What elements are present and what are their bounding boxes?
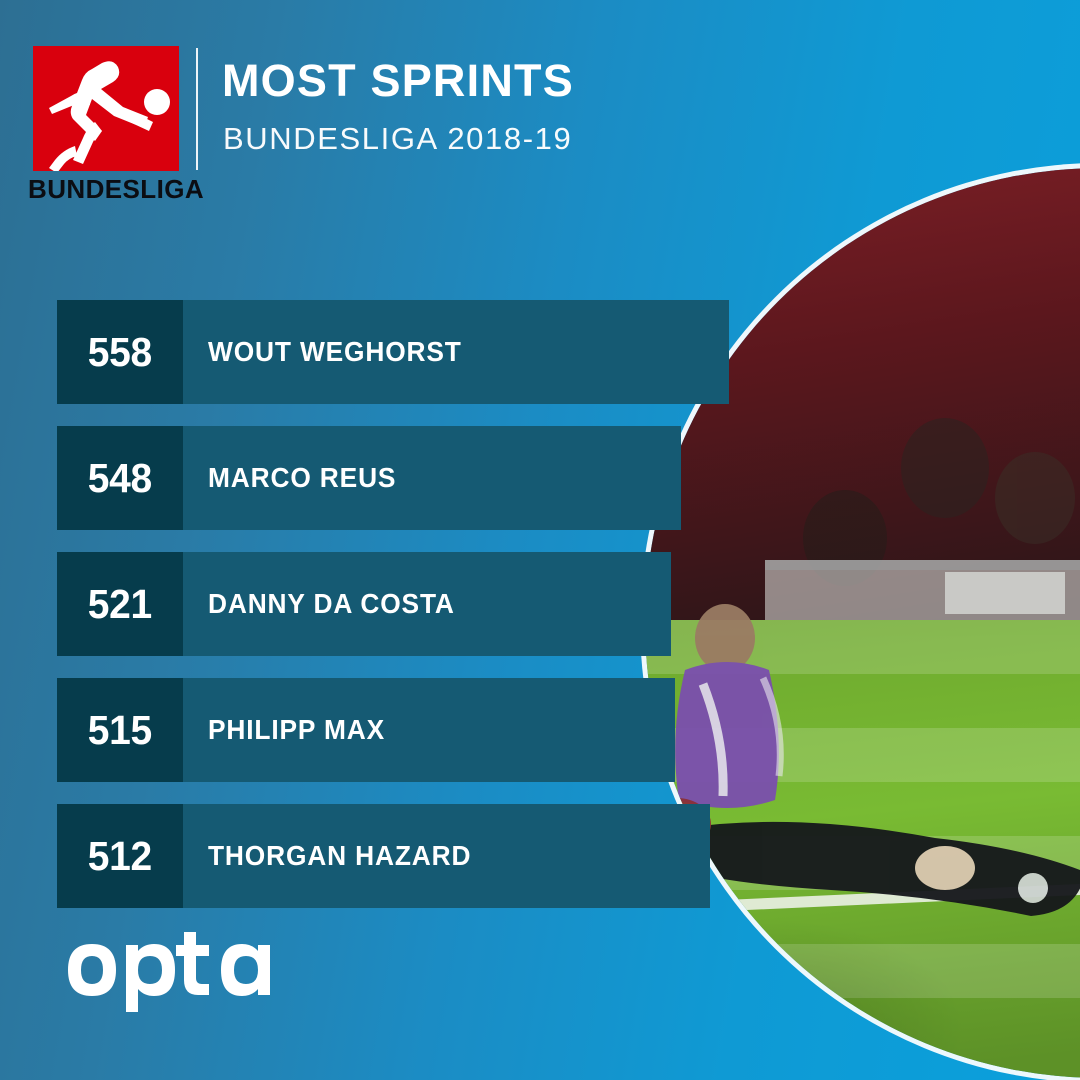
- sprint-count-value: 515: [87, 706, 153, 753]
- table-row: 521 DANNY DA COSTA: [57, 552, 672, 656]
- header-divider: [196, 48, 198, 170]
- player-bar: [183, 426, 682, 530]
- table-row: 548 MARCO REUS: [57, 426, 682, 530]
- player-bar: [183, 678, 675, 782]
- table-row: 515 PHILIPP MAX: [57, 678, 675, 782]
- page-title: MOST SPRINTS: [222, 55, 574, 106]
- player-name: MARCO REUS: [208, 462, 397, 493]
- header: BUNDESLIGA MOST SPRINTS BUNDESLIGA 2018-…: [0, 0, 1080, 215]
- player-name: DANNY DA COSTA: [208, 588, 455, 619]
- bundesliga-logo-icon: [33, 46, 179, 171]
- sprint-count-value: 512: [87, 832, 153, 879]
- sprint-count-block: 521: [57, 552, 183, 656]
- player-name: THORGAN HAZARD: [208, 840, 472, 871]
- player-name: WOUT WEGHORST: [208, 336, 462, 367]
- sprint-count-block: 515: [57, 678, 183, 782]
- player-bar: [183, 804, 711, 908]
- sprint-count-block: 548: [57, 426, 183, 530]
- sprint-count-value: 558: [87, 328, 153, 375]
- table-row: 512 THORGAN HAZARD: [57, 804, 711, 908]
- page-subtitle: BUNDESLIGA 2018-19: [223, 121, 573, 156]
- table-row: 558 WOUT WEGHORST: [57, 300, 730, 404]
- sprint-count-block: 512: [57, 804, 183, 908]
- sprint-count-value: 548: [87, 454, 153, 501]
- player-name: PHILIPP MAX: [208, 714, 386, 745]
- sprint-count-block: 558: [57, 300, 183, 404]
- sprint-count-value: 521: [87, 580, 153, 627]
- player-bar: [183, 300, 730, 404]
- opta-logo: [62, 928, 292, 1012]
- player-bar: [183, 552, 672, 656]
- bundesliga-wordmark: BUNDESLIGA: [28, 176, 205, 204]
